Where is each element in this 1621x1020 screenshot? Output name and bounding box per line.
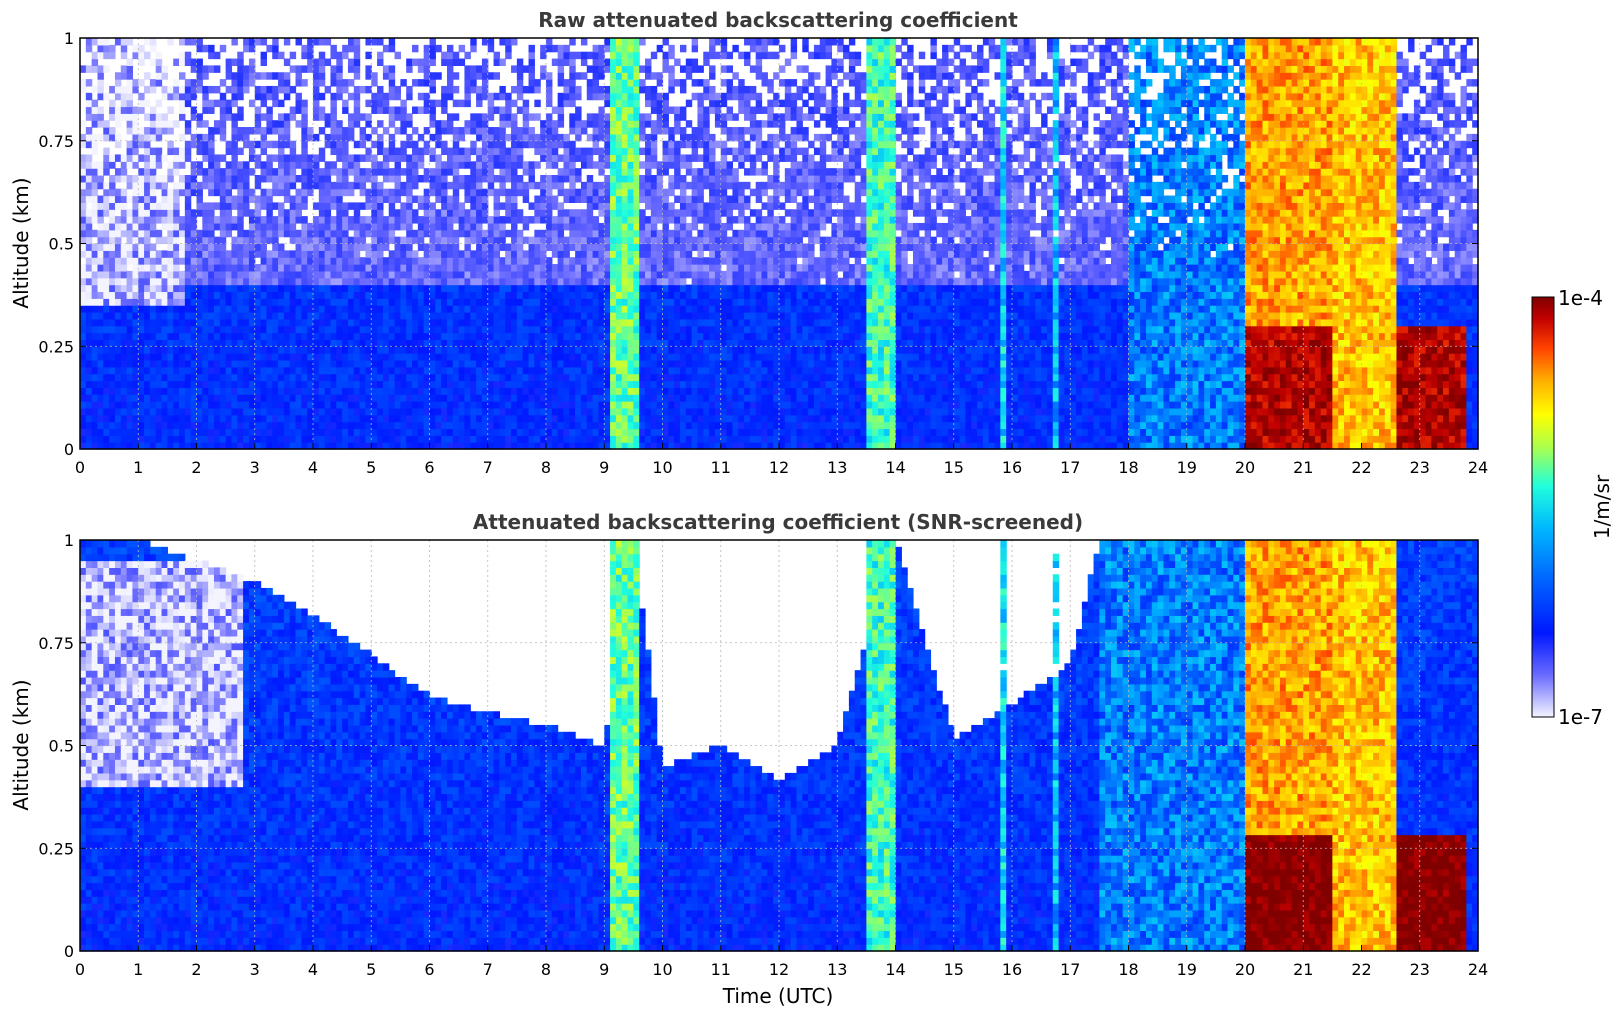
panel-raw-xtick-label: 14 xyxy=(885,458,905,477)
colorbar-min-label: 1e-7 xyxy=(1558,705,1603,729)
panel-raw-ylabel: Altitude (km) xyxy=(9,177,33,308)
panel-screened-xtick-label: 13 xyxy=(827,960,847,979)
panel-screened-xtick-label: 1 xyxy=(133,960,143,979)
panel-raw-xtick-label: 8 xyxy=(541,458,551,477)
panel-screened-xtick-label: 21 xyxy=(1293,960,1313,979)
panel-screened-title: Attenuated backscattering coefficient (S… xyxy=(473,510,1083,534)
panel-raw-xtick-label: 15 xyxy=(944,458,964,477)
panel-screened-ylabel: Altitude (km) xyxy=(9,679,33,810)
panel-raw-xtick-label: 5 xyxy=(366,458,376,477)
panel-screened: Attenuated backscattering coefficient (S… xyxy=(9,510,1488,1008)
panel-screened-xtick-label: 8 xyxy=(541,960,551,979)
panel-screened-xtick-label: 12 xyxy=(769,960,789,979)
panel-screened-xtick-label: 9 xyxy=(599,960,609,979)
panel-screened-xtick-label: 23 xyxy=(1410,960,1430,979)
panel-raw-xtick-label: 0 xyxy=(75,458,85,477)
colorbar-unit-label: 1/m/sr xyxy=(1590,474,1614,539)
panel-screened-xtick-label: 4 xyxy=(308,960,318,979)
panel-screened-xtick-label: 10 xyxy=(652,960,672,979)
panel-screened-ytick-label: 1 xyxy=(64,531,74,550)
panel-screened-xtick-label: 3 xyxy=(250,960,260,979)
panel-raw-ytick-label: 1 xyxy=(64,29,74,48)
panel-screened-ytick-label: 0.75 xyxy=(38,634,74,653)
panel-screened-xtick-label: 18 xyxy=(1118,960,1138,979)
panel-raw-xtick-label: 12 xyxy=(769,458,789,477)
panel-screened-ytick-label: 0 xyxy=(64,942,74,961)
panel-raw-xtick-label: 4 xyxy=(308,458,318,477)
panel-raw-xtick-label: 1 xyxy=(133,458,143,477)
colorbar-max-label: 1e-4 xyxy=(1558,286,1603,310)
panel-raw-xtick-label: 24 xyxy=(1468,458,1488,477)
panel-raw-xtick-label: 9 xyxy=(599,458,609,477)
figure: Raw attenuated backscattering coefficien… xyxy=(0,0,1621,1020)
panel-raw-xtick-label: 3 xyxy=(250,458,260,477)
panel-raw-xtick-label: 17 xyxy=(1060,458,1080,477)
panel-screened-xtick-label: 22 xyxy=(1351,960,1371,979)
panel-raw-xtick-label: 21 xyxy=(1293,458,1313,477)
panel-screened-xlabel: Time (UTC) xyxy=(722,984,834,1008)
colorbar: 1e-4 1e-7 1/m/sr xyxy=(1532,286,1614,729)
panel-raw-xtick-label: 20 xyxy=(1235,458,1255,477)
panel-raw-ytick-label: 0 xyxy=(64,440,74,459)
panel-screened-xtick-label: 0 xyxy=(75,960,85,979)
panel-raw-xtick-label: 16 xyxy=(1002,458,1022,477)
panel-screened-xtick-label: 11 xyxy=(711,960,731,979)
panel-screened-xtick-label: 14 xyxy=(885,960,905,979)
panel-raw-ytick-label: 0.75 xyxy=(38,132,74,151)
panel-raw-ytick-label: 0.5 xyxy=(49,235,74,254)
panel-raw-xtick-label: 10 xyxy=(652,458,672,477)
panel-raw-xtick-label: 7 xyxy=(483,458,493,477)
panel-raw-xtick-label: 13 xyxy=(827,458,847,477)
panel-raw-xtick-label: 23 xyxy=(1410,458,1430,477)
panel-screened-xtick-label: 17 xyxy=(1060,960,1080,979)
panel-screened-xtick-label: 24 xyxy=(1468,960,1488,979)
panel-raw: Raw attenuated backscattering coefficien… xyxy=(9,8,1488,477)
panel-raw-title: Raw attenuated backscattering coefficien… xyxy=(538,8,1018,32)
colorbar-scale xyxy=(1532,297,1554,717)
panel-screened-xtick-label: 6 xyxy=(424,960,434,979)
panel-screened-xtick-label: 19 xyxy=(1177,960,1197,979)
panel-screened-xtick-label: 2 xyxy=(191,960,201,979)
panel-raw-xtick-label: 22 xyxy=(1351,458,1371,477)
panel-screened-ytick-label: 0.25 xyxy=(38,839,74,858)
panel-raw-xtick-label: 18 xyxy=(1118,458,1138,477)
panel-screened-ytick-label: 0.5 xyxy=(49,737,74,756)
panel-raw-xtick-label: 2 xyxy=(191,458,201,477)
panel-raw-xtick-label: 19 xyxy=(1177,458,1197,477)
panel-screened-xtick-label: 7 xyxy=(483,960,493,979)
panel-raw-ytick-label: 0.25 xyxy=(38,337,74,356)
panel-screened-xtick-label: 16 xyxy=(1002,960,1022,979)
panel-raw-xtick-label: 6 xyxy=(424,458,434,477)
panel-screened-xtick-label: 20 xyxy=(1235,960,1255,979)
panel-screened-xtick-label: 5 xyxy=(366,960,376,979)
panel-screened-xtick-label: 15 xyxy=(944,960,964,979)
panel-raw-xtick-label: 11 xyxy=(711,458,731,477)
